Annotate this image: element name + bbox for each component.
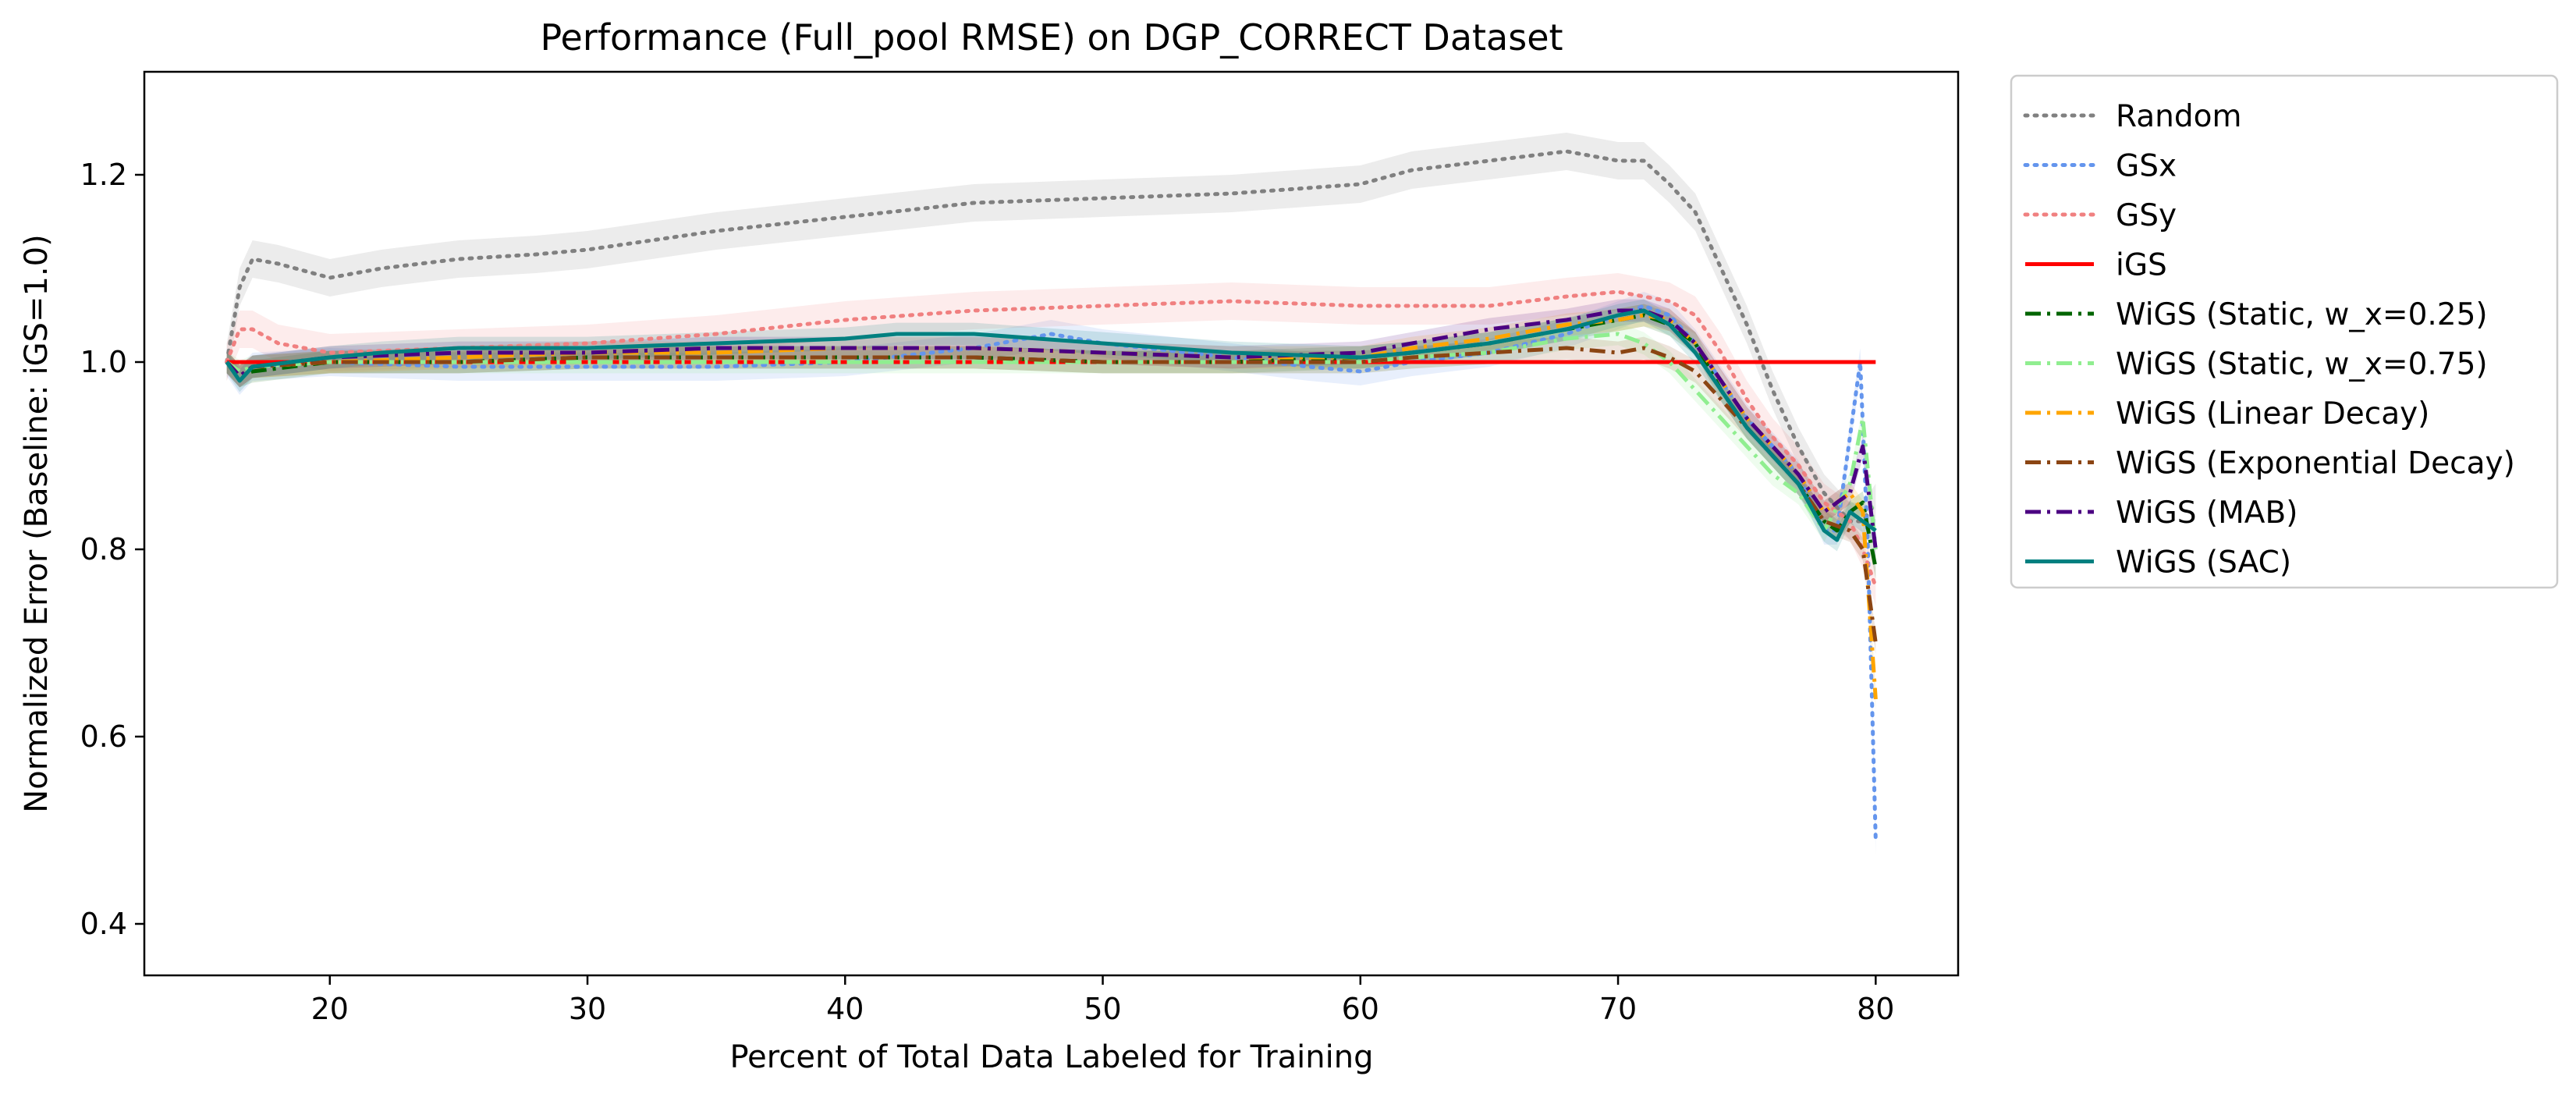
x-tick-label: 60 bbox=[1342, 992, 1379, 1026]
legend-label-wigs-mab: WiGS (MAB) bbox=[2116, 495, 2297, 531]
legend-label-random: Random bbox=[2116, 99, 2241, 134]
legend-label-gsx: GSx bbox=[2116, 149, 2177, 184]
x-tick-label: 30 bbox=[569, 992, 606, 1026]
series-lines bbox=[225, 149, 1878, 842]
y-tick-label: 0.4 bbox=[80, 907, 127, 941]
series-line-wigs-sac bbox=[225, 308, 1877, 542]
legend: Random GSx GSy iGS WiGS (Static, w_x=0.25) Wi… bbox=[2010, 74, 2559, 589]
series-line-gsy bbox=[225, 289, 1878, 589]
y-axis-label: Normalized Error (Baseline: iGS=1.0) bbox=[19, 234, 55, 812]
plot-frame bbox=[143, 70, 1960, 977]
x-axis-ticks: 20 30 40 50 60 70 80 bbox=[311, 975, 1894, 1026]
legend-label-wigs-static-w-x-0-75: WiGS (Static, w_x=0.75) bbox=[2116, 347, 2488, 382]
band-wigs-static-w-x-0-75 bbox=[226, 322, 1876, 561]
x-tick-label: 80 bbox=[1857, 992, 1894, 1026]
legend-label-igs: iGS bbox=[2116, 248, 2167, 283]
y-tick-label: 0.8 bbox=[80, 532, 127, 566]
x-tick-label: 40 bbox=[826, 992, 864, 1026]
legend-label-wigs-exponential-decay: WiGS (Exponential Decay) bbox=[2116, 446, 2515, 481]
band-wigs-exponential-decay bbox=[226, 336, 1876, 655]
legend-label-wigs-linear-decay: WiGS (Linear Decay) bbox=[2116, 396, 2429, 432]
legend-label-wigs-sac: WiGS (SAC) bbox=[2116, 545, 2291, 581]
series-line-wigs-static-w-x-0-75 bbox=[225, 332, 1878, 550]
band-random bbox=[226, 133, 1876, 540]
y-axis-ticks: 0.4 0.6 0.8 1.0 1.2 bbox=[80, 158, 144, 941]
x-tick-label: 50 bbox=[1084, 992, 1121, 1026]
legend-label-gsy: GSy bbox=[2116, 198, 2177, 233]
series-line-random bbox=[225, 149, 1878, 524]
y-tick-label: 0.6 bbox=[80, 719, 127, 754]
legend-frame bbox=[2010, 74, 2559, 589]
x-tick-label: 20 bbox=[311, 992, 349, 1026]
legend-items: Random GSx GSy iGS WiGS (Static, w_x=0.25) Wi… bbox=[2023, 99, 2515, 581]
x-axis-label: Percent of Total Data Labeled for Traini… bbox=[729, 1039, 1373, 1075]
x-tick-label: 70 bbox=[1599, 992, 1637, 1026]
y-tick-label: 1.0 bbox=[80, 345, 127, 379]
legend-label-wigs-static-w-x-0-25: WiGS (Static, w_x=0.25) bbox=[2116, 297, 2488, 332]
chart-title: Performance (Full_pool RMSE) on DGP_CORR… bbox=[540, 16, 1563, 59]
series-line-wigs-mab bbox=[225, 308, 1878, 550]
y-tick-label: 1.2 bbox=[80, 158, 127, 192]
